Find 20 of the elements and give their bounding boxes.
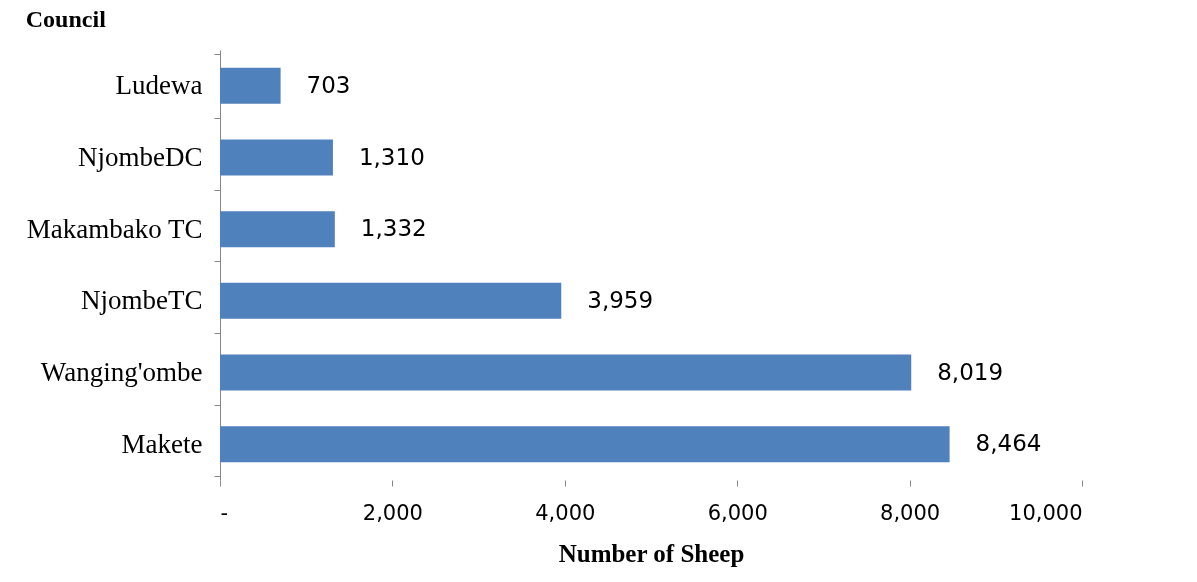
y-tick-label: Makambako TC bbox=[26, 213, 203, 244]
x-tick-label: - bbox=[220, 500, 229, 525]
data-label: 703 bbox=[306, 71, 351, 98]
x-tick-label: 10,000 bbox=[1009, 500, 1083, 525]
y-tick-label: Makete bbox=[121, 428, 203, 459]
x-axis-title: Number of Sheep bbox=[558, 539, 745, 567]
x-tick-label: 2,000 bbox=[362, 500, 423, 525]
y-tick-label: NjombeTC bbox=[81, 285, 203, 316]
y-tick-label: Wanging'ombe bbox=[40, 357, 203, 387]
data-label: 8,019 bbox=[937, 358, 1004, 385]
y-tick-label: Ludewa bbox=[115, 70, 203, 101]
data-label: 8,464 bbox=[975, 430, 1042, 457]
data-label: 1,310 bbox=[358, 143, 425, 170]
y-axis-title: Council bbox=[25, 6, 107, 32]
x-tick-label: 4,000 bbox=[535, 500, 596, 525]
x-tick-label: 8,000 bbox=[880, 500, 941, 525]
data-label: 3,959 bbox=[587, 286, 654, 313]
x-tick-label: 6,000 bbox=[707, 500, 768, 525]
y-tick-label: NjombeDC bbox=[78, 142, 203, 172]
data-label: 1,332 bbox=[360, 215, 427, 242]
